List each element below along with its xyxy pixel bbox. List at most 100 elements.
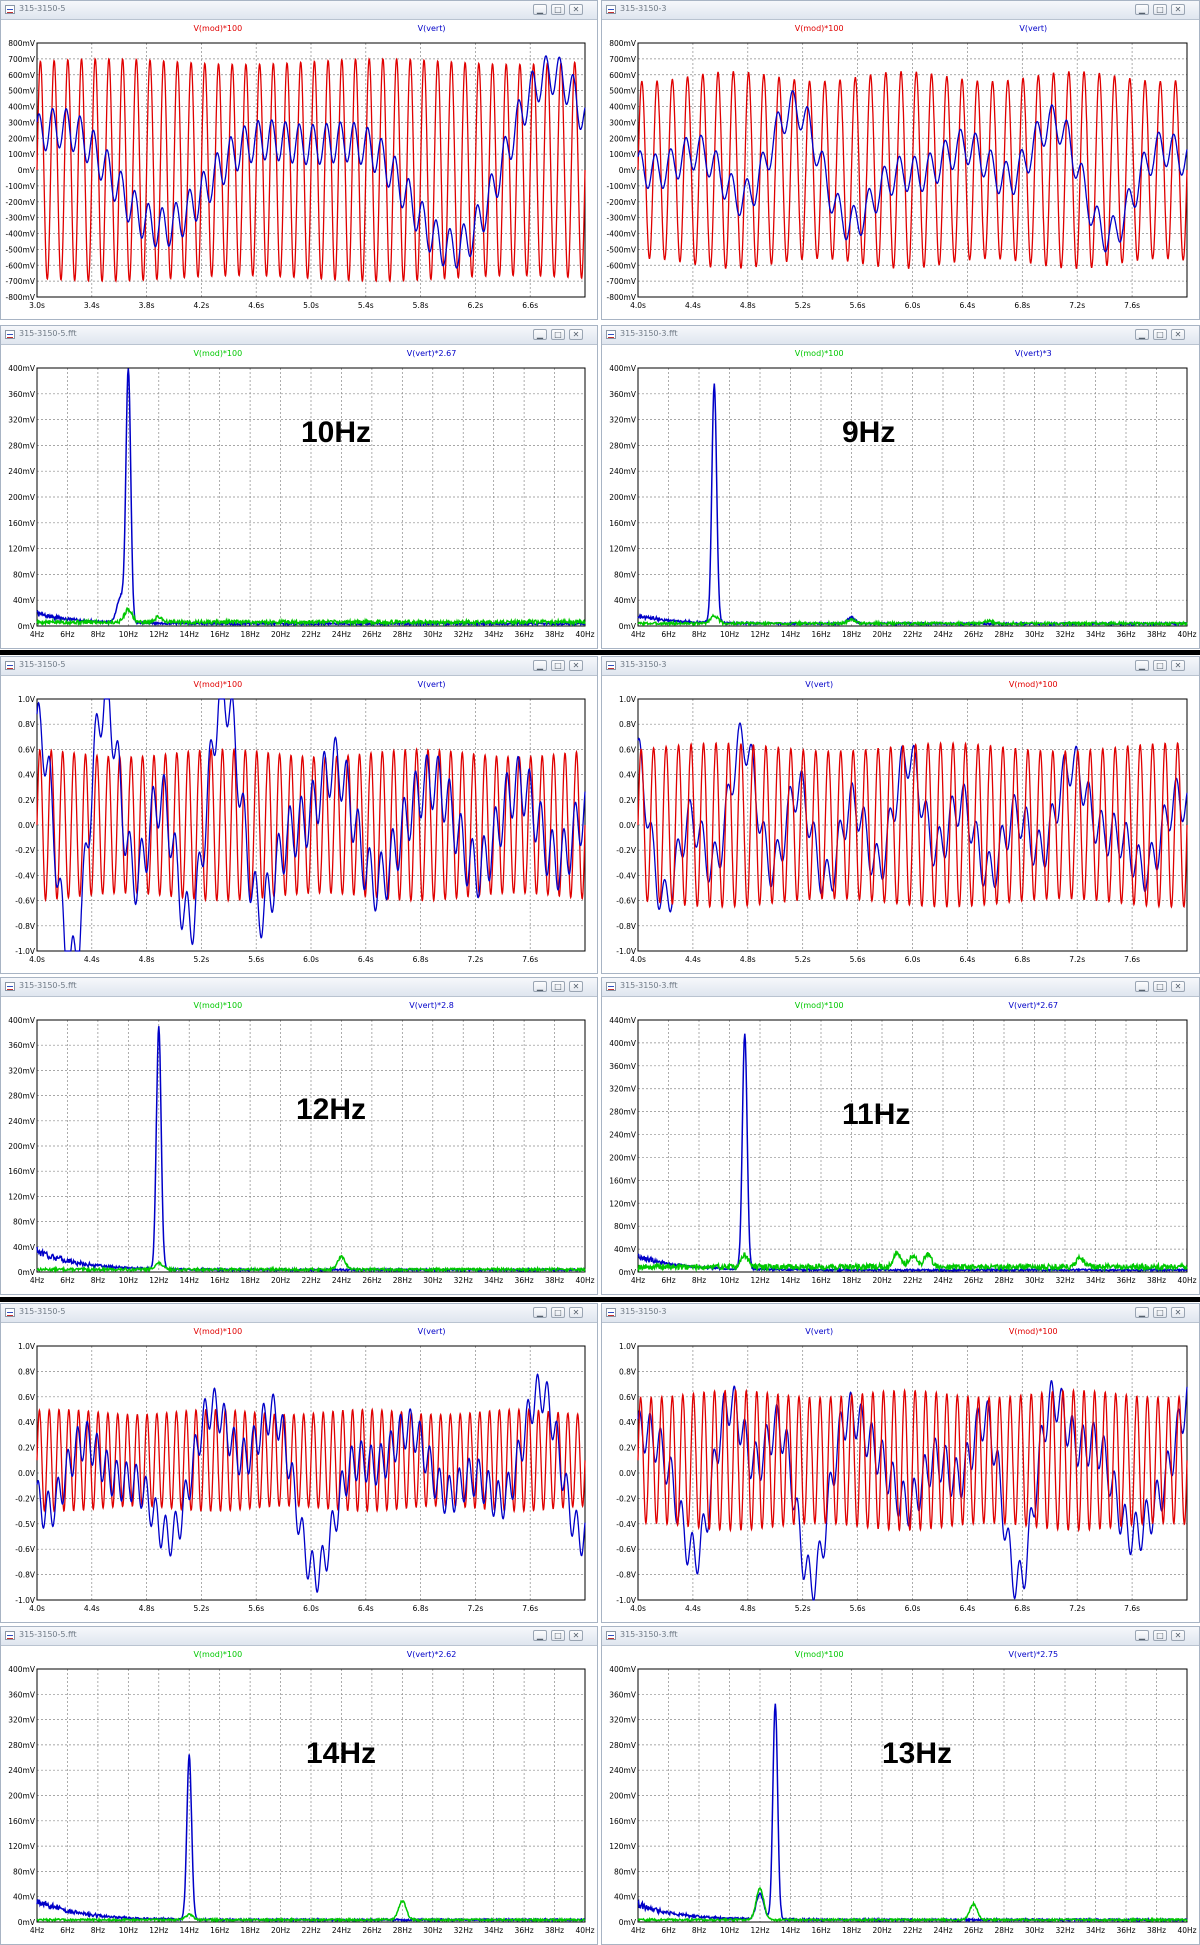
minimize-button[interactable]: ▁ <box>1135 4 1149 15</box>
minimize-button[interactable]: ▁ <box>533 981 547 992</box>
close-button[interactable]: ✕ <box>569 1307 583 1318</box>
window-titlebar[interactable]: 315-3150-3 ▁ □ ✕ <box>602 657 1199 676</box>
y-tick-label: -700mV <box>607 277 637 286</box>
x-tick-label: 34Hz <box>1086 1276 1105 1285</box>
y-tick-label: 240mV <box>609 1766 637 1775</box>
close-button[interactable]: ✕ <box>569 1630 583 1641</box>
maximize-button[interactable]: □ <box>551 329 565 340</box>
maximize-button[interactable]: □ <box>1153 981 1167 992</box>
maximize-button[interactable]: □ <box>1153 660 1167 671</box>
trace-label: V(vert)*2.67 <box>407 349 457 358</box>
maximize-button[interactable]: □ <box>551 4 565 15</box>
window-titlebar[interactable]: 315-3150-5.fft ▁ □ ✕ <box>1 1627 597 1646</box>
close-button[interactable]: ✕ <box>1171 1630 1185 1641</box>
window-titlebar[interactable]: 315-3150-3 ▁ □ ✕ <box>602 1304 1199 1323</box>
x-tick-label: 6Hz <box>60 1276 74 1285</box>
maximize-button[interactable]: □ <box>551 660 565 671</box>
minimize-button[interactable]: ▁ <box>1135 660 1149 671</box>
window-titlebar[interactable]: 315-3150-3.fft ▁ □ ✕ <box>602 978 1199 997</box>
plot-window-p2[interactable]: 315-3150-3 ▁ □ ✕ V(mod)*100 V(vert) 800mV 700mV… <box>601 0 1200 320</box>
x-tick-label: 18Hz <box>241 1276 260 1285</box>
plot-window-p10[interactable]: 315-3150-3 ▁ □ ✕ V(vert) V(mod)*100 1.0V 0.8V 0.… <box>601 1303 1200 1623</box>
maximize-button[interactable]: □ <box>551 1630 565 1641</box>
x-tick-label: 20Hz <box>271 1276 290 1285</box>
x-tick-label: 4Hz <box>30 1276 44 1285</box>
x-tick-label: 6Hz <box>661 1276 675 1285</box>
x-tick-label: 14Hz <box>180 1926 199 1935</box>
maximize-button[interactable]: □ <box>551 981 565 992</box>
y-tick-label: 40mV <box>614 1893 637 1902</box>
x-tick-label: 14Hz <box>781 1276 800 1285</box>
minimize-button[interactable]: ▁ <box>1135 1630 1149 1641</box>
plot-window-p9[interactable]: 315-3150-5 ▁ □ ✕ V(mod)*100 V(vert) 1.0V 0.8V 0.… <box>0 1303 598 1623</box>
x-tick-label: 38Hz <box>1147 1926 1166 1935</box>
x-tick-label: 4.0s <box>29 1604 45 1613</box>
plot-window-p11[interactable]: 315-3150-5.fft ▁ □ ✕ V(mod)*100 V(vert)*2.62 4… <box>0 1626 598 1945</box>
minimize-button[interactable]: ▁ <box>533 1630 547 1641</box>
trace-label: V(vert) <box>805 1327 833 1336</box>
plot-window-p12[interactable]: 315-3150-3.fft ▁ □ ✕ V(mod)*100 V(vert)*2.75 4… <box>601 1626 1200 1945</box>
window-titlebar[interactable]: 315-3150-5.fft ▁ □ ✕ <box>1 978 597 997</box>
maximize-button[interactable]: □ <box>1153 1307 1167 1318</box>
maximize-button[interactable]: □ <box>1153 4 1167 15</box>
maximize-button[interactable]: □ <box>1153 329 1167 340</box>
window-titlebar[interactable]: 315-3150-3.fft ▁ □ ✕ <box>602 326 1199 345</box>
window-titlebar[interactable]: 315-3150-5 ▁ □ ✕ <box>1 1 597 20</box>
plot-area: V(mod)*100 V(vert)*2.67 400mV 360mV 320mV 280… <box>8 349 594 639</box>
x-tick-label: 18Hz <box>842 630 861 639</box>
minimize-button[interactable]: ▁ <box>533 1307 547 1318</box>
x-tick-label: 4.4s <box>685 1604 701 1613</box>
close-button[interactable]: ✕ <box>1171 4 1185 15</box>
minimize-button[interactable]: ▁ <box>1135 329 1149 340</box>
x-tick-label: 18Hz <box>842 1926 861 1935</box>
plot-window-p5[interactable]: 315-3150-5 ▁ □ ✕ V(mod)*100 V(vert) 1.0V 0.8V 0.… <box>0 656 598 974</box>
minimize-button[interactable]: ▁ <box>533 4 547 15</box>
y-tick-label: -1.0V <box>15 947 36 956</box>
y-tick-label: 200mV <box>609 1792 637 1801</box>
minimize-button[interactable]: ▁ <box>1135 1307 1149 1318</box>
minimize-button[interactable]: ▁ <box>1135 981 1149 992</box>
x-tick-label: 38Hz <box>1147 1276 1166 1285</box>
plot-window-p6[interactable]: 315-3150-3 ▁ □ ✕ V(vert) V(mod)*100 1.0V 0.8V 0.… <box>601 656 1200 974</box>
plot-window-p8[interactable]: 315-3150-3.fft ▁ □ ✕ V(mod)*100 V(vert)*2.67 4… <box>601 977 1200 1295</box>
x-tick-label: 5.6s <box>248 955 264 964</box>
y-tick-label: 500mV <box>609 87 637 96</box>
close-button[interactable]: ✕ <box>569 981 583 992</box>
close-button[interactable]: ✕ <box>1171 660 1185 671</box>
y-tick-label: 240mV <box>8 467 36 476</box>
minimize-button[interactable]: ▁ <box>533 660 547 671</box>
close-button[interactable]: ✕ <box>1171 1307 1185 1318</box>
window-titlebar[interactable]: 315-3150-5.fft ▁ □ ✕ <box>1 326 597 345</box>
plot-window-p1[interactable]: 315-3150-5 ▁ □ ✕ V(mod)*100 V(vert) 800mV 700mV… <box>0 0 598 320</box>
y-tick-label: 200mV <box>8 1142 36 1151</box>
minimize-button[interactable]: ▁ <box>533 329 547 340</box>
window-titlebar[interactable]: 315-3150-5 ▁ □ ✕ <box>1 657 597 676</box>
x-tick-label: 22Hz <box>301 1926 320 1935</box>
window-titlebar[interactable]: 315-3150-5 ▁ □ ✕ <box>1 1304 597 1323</box>
y-tick-label: 0mV <box>619 1918 637 1927</box>
x-tick-label: 5.6s <box>850 955 866 964</box>
x-tick-label: 20Hz <box>271 1926 290 1935</box>
maximize-button[interactable]: □ <box>1153 1630 1167 1641</box>
x-tick-label: 12Hz <box>750 1926 769 1935</box>
series-line-v-vert- <box>36 698 586 952</box>
window-titlebar[interactable]: 315-3150-3.fft ▁ □ ✕ <box>602 1627 1199 1646</box>
plot-window-p7[interactable]: 315-3150-5.fft ▁ □ ✕ V(mod)*100 V(vert)*2.8 40… <box>0 977 598 1295</box>
close-button[interactable]: ✕ <box>569 329 583 340</box>
x-tick-label: 4.0s <box>630 955 646 964</box>
x-tick-label: 10Hz <box>720 1926 739 1935</box>
window-titlebar[interactable]: 315-3150-3 ▁ □ ✕ <box>602 1 1199 20</box>
close-button[interactable]: ✕ <box>569 4 583 15</box>
maximize-button[interactable]: □ <box>551 1307 565 1318</box>
x-tick-label: 36Hz <box>515 1276 534 1285</box>
y-tick-label: 0.2V <box>619 1444 637 1453</box>
x-tick-label: 22Hz <box>903 1276 922 1285</box>
plot-window-p3[interactable]: 315-3150-5.fft ▁ □ ✕ V(mod)*100 V(vert)*2.67 4… <box>0 325 598 649</box>
x-tick-label: 20Hz <box>872 1276 891 1285</box>
close-button[interactable]: ✕ <box>1171 981 1185 992</box>
plot-window-p4[interactable]: 315-3150-3.fft ▁ □ ✕ V(mod)*100 V(vert)*3 400m… <box>601 325 1200 649</box>
trace-label: V(vert)*2.8 <box>409 1001 454 1010</box>
close-button[interactable]: ✕ <box>1171 329 1185 340</box>
close-button[interactable]: ✕ <box>569 660 583 671</box>
y-tick-label: -0.4V <box>616 1520 637 1529</box>
